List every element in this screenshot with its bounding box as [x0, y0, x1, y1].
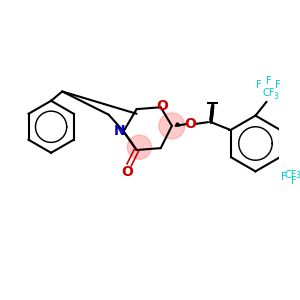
Text: 3: 3 — [296, 171, 300, 180]
Text: N: N — [114, 124, 126, 138]
Text: F: F — [299, 172, 300, 182]
Text: ,: , — [178, 118, 181, 128]
Text: CF: CF — [262, 88, 275, 98]
Text: O: O — [121, 165, 133, 179]
Text: F: F — [281, 172, 287, 182]
Text: O: O — [184, 117, 196, 131]
Text: F: F — [256, 80, 262, 90]
Circle shape — [127, 135, 152, 159]
Text: F: F — [291, 176, 296, 186]
Circle shape — [159, 113, 185, 139]
Text: O: O — [157, 99, 169, 113]
Text: F: F — [266, 76, 271, 86]
Text: CF: CF — [285, 169, 297, 179]
Text: F: F — [275, 80, 280, 90]
Text: 3: 3 — [274, 92, 278, 101]
